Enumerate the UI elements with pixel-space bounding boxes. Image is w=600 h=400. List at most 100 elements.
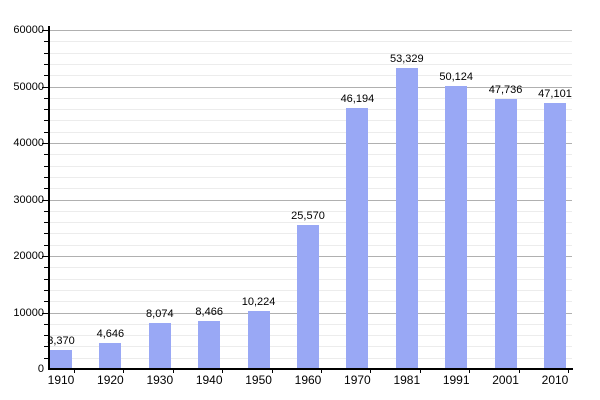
x-tick-label: 1920 xyxy=(97,373,124,387)
y-minor-tick xyxy=(44,63,48,65)
bar-1910 xyxy=(50,349,72,369)
bar-value-label: 8,466 xyxy=(195,306,223,319)
y-axis-line xyxy=(48,26,50,370)
y-minor-tick xyxy=(44,244,48,246)
bar-2001 xyxy=(494,99,517,369)
x-tick-label: 2001 xyxy=(492,373,519,387)
bar-1950 xyxy=(247,311,270,369)
x-minor-tick xyxy=(222,370,224,373)
minor-gridline xyxy=(50,97,572,99)
bar-value-label: 4,646 xyxy=(96,327,125,340)
x-minor-tick xyxy=(172,370,174,373)
y-minor-tick xyxy=(44,109,48,111)
y-minor-tick xyxy=(44,233,48,235)
x-minor-tick xyxy=(469,370,471,373)
y-tick-label: 60000 xyxy=(13,24,44,36)
bar-1991 xyxy=(445,85,468,369)
bar-value-label: 10,224 xyxy=(241,296,276,309)
minor-gridline xyxy=(50,188,572,190)
x-tick-label: 2010 xyxy=(541,373,569,387)
y-minor-tick xyxy=(44,210,48,212)
bar-value-label: 47,101 xyxy=(538,87,572,100)
bar-1920 xyxy=(99,342,122,369)
x-minor-tick xyxy=(370,370,372,373)
y-minor-tick xyxy=(44,222,48,224)
y-minor-tick xyxy=(44,97,48,99)
x-minor-tick xyxy=(271,370,273,373)
x-tick-label: 1981 xyxy=(393,373,421,387)
y-major-tick xyxy=(42,86,48,88)
minor-gridline xyxy=(50,109,572,111)
plot-area: 3,370 4,646 8,074 8,466 10,224 25,570 46,194 53… xyxy=(47,30,572,369)
y-minor-tick xyxy=(44,335,48,337)
y-minor-tick xyxy=(44,120,48,122)
y-major-tick xyxy=(42,30,48,31)
y-minor-tick xyxy=(44,267,48,269)
y-major-tick xyxy=(42,312,48,314)
y-minor-tick xyxy=(44,301,48,303)
bar-value-label: 25,570 xyxy=(291,209,325,222)
x-tick-label: 1950 xyxy=(245,373,272,387)
y-minor-tick xyxy=(44,357,48,359)
minor-gridline xyxy=(50,154,572,156)
minor-gridline xyxy=(50,120,572,122)
bar-1960 xyxy=(297,224,319,369)
y-minor-tick xyxy=(44,131,48,133)
y-tick-label: 30000 xyxy=(13,193,44,206)
bar-value-label: 50,124 xyxy=(439,70,474,83)
minor-gridline xyxy=(50,75,572,77)
minor-gridline xyxy=(50,222,572,224)
x-tick-label: 1970 xyxy=(344,373,371,387)
major-gridline xyxy=(50,143,572,144)
bar-value-label: 8,074 xyxy=(146,308,174,321)
major-gridline xyxy=(50,199,572,201)
x-minor-tick xyxy=(74,370,75,373)
x-minor-tick xyxy=(123,370,125,373)
y-tick-label: 20000 xyxy=(13,250,44,262)
y-minor-tick xyxy=(44,323,48,325)
bar-value-label: 53,329 xyxy=(389,52,424,65)
x-tick-label: 1910 xyxy=(47,373,75,387)
y-tick-label: 0 xyxy=(37,363,44,375)
major-gridline xyxy=(50,30,572,31)
x-minor-tick xyxy=(419,370,421,373)
minor-gridline xyxy=(50,52,572,54)
y-minor-tick xyxy=(44,41,48,43)
y-minor-tick xyxy=(44,75,48,77)
bar-1930 xyxy=(148,323,171,369)
x-minor-tick xyxy=(518,370,520,373)
y-minor-tick xyxy=(44,52,48,54)
major-gridline xyxy=(50,86,572,88)
y-major-tick xyxy=(42,256,48,257)
x-minor-tick xyxy=(568,370,569,373)
bar-value-label: 3,370 xyxy=(47,334,75,347)
y-tick-label: 10000 xyxy=(13,306,44,319)
bar-2010 xyxy=(544,102,566,369)
bar-1940 xyxy=(198,321,221,369)
y-minor-tick xyxy=(44,278,48,280)
y-minor-tick xyxy=(44,176,48,178)
x-tick-label: 1930 xyxy=(146,373,174,387)
minor-gridline xyxy=(50,165,572,167)
y-minor-tick xyxy=(44,154,48,156)
bar-value-label: 46,194 xyxy=(340,93,375,106)
bar-1981 xyxy=(395,67,418,369)
minor-gridline xyxy=(50,63,572,65)
y-minor-tick xyxy=(44,165,48,167)
y-tick-label: 40000 xyxy=(13,137,44,149)
minor-gridline xyxy=(50,176,572,178)
x-minor-tick xyxy=(321,370,322,373)
bar-1970 xyxy=(346,108,369,369)
y-minor-tick xyxy=(44,346,48,348)
minor-gridline xyxy=(50,210,572,212)
y-major-tick xyxy=(42,143,48,144)
y-minor-tick xyxy=(44,289,48,291)
minor-gridline xyxy=(50,41,572,43)
x-tick-label: 1991 xyxy=(442,373,470,387)
minor-gridline xyxy=(50,131,572,133)
y-major-tick xyxy=(42,199,48,201)
x-axis-line xyxy=(48,368,573,370)
x-tick-label: 1940 xyxy=(195,373,223,387)
y-tick-label: 50000 xyxy=(13,80,44,93)
